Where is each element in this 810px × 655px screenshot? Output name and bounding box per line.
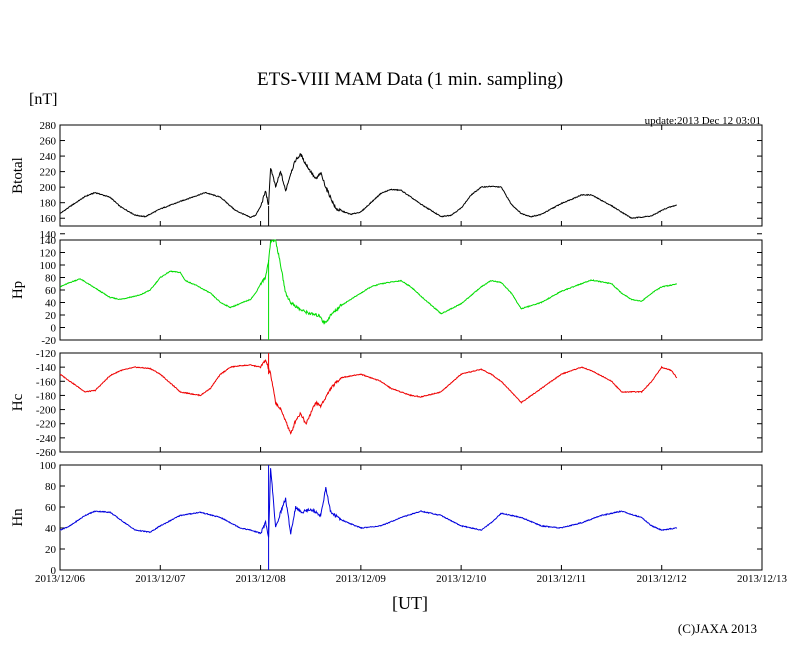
- y-tick-label: -240: [36, 433, 57, 445]
- y-tick-label: -20: [41, 335, 56, 347]
- y-tick-label: 0: [51, 323, 57, 335]
- y-tick-label: 80: [45, 481, 57, 493]
- panel-frame: [59, 464, 763, 571]
- y-tick-label: -180: [36, 390, 57, 402]
- x-tick-label: 2013/12/10: [436, 573, 487, 585]
- y-tick-label: -160: [36, 376, 57, 388]
- series-line-hn: [59, 468, 678, 538]
- y-tick-label: 100: [40, 260, 57, 272]
- panel-hc: -120 -140 -160 -180 -200 -220 -240 -260 Hc: [10, 348, 763, 459]
- update-timestamp: update:2013 Dec 12 03:01: [645, 115, 761, 127]
- x-axis: 2013/12/06 2013/12/07 2013/12/08 2013/12/09…: [35, 573, 788, 585]
- y-tick-label: 240: [40, 151, 57, 163]
- y-tick-label: 260: [40, 136, 57, 148]
- copyright-text: (C)JAXA 2013: [678, 621, 757, 636]
- y-axis-label: Hc: [10, 393, 26, 411]
- y-tick-label: 20: [45, 310, 57, 322]
- y-tick-label: 40: [45, 523, 57, 535]
- panel-frame: [59, 352, 763, 453]
- y-tick-label: 80: [45, 273, 57, 285]
- y-tick-label: 40: [45, 298, 57, 310]
- y-tick-label: 140: [40, 235, 57, 247]
- y-tick-label: 140: [40, 229, 57, 241]
- series-line-hc: [59, 359, 678, 435]
- y-axis-label: Hn: [10, 508, 26, 527]
- y-axis-label: Btotal: [10, 157, 26, 194]
- y-tick-label: -220: [36, 419, 57, 431]
- y-tick-label: -140: [36, 362, 57, 374]
- y-axis-label: Hp: [10, 281, 26, 299]
- y-tick-label: 100: [40, 460, 57, 472]
- panel-hn: 100 80 60 40 20 0 Hn: [10, 460, 763, 577]
- x-tick-label: 2013/12/06: [35, 573, 86, 585]
- x-tick-label: 2013/12/09: [336, 573, 387, 585]
- y-tick-label: 280: [40, 120, 57, 132]
- unit-label: [nT]: [29, 91, 57, 108]
- x-tick-label: 2013/12/07: [135, 573, 186, 585]
- chart-title: ETS-VIII MAM Data (1 min. sampling): [257, 69, 563, 90]
- y-tick-label: 120: [40, 248, 57, 260]
- x-tick-label: 2013/12/11: [537, 573, 587, 585]
- y-tick-label: 180: [40, 198, 57, 210]
- panels-group: 280260240220200180160140Btotal1401201008…: [10, 120, 763, 577]
- x-tick-label: 2013/12/12: [637, 573, 687, 585]
- y-tick-label: 20: [45, 544, 57, 556]
- y-tick-label: 200: [40, 182, 57, 194]
- series-line-btotal: [59, 152, 677, 220]
- y-tick-label: 60: [45, 285, 57, 297]
- y-tick-label: 160: [40, 213, 57, 225]
- x-axis-label: [UT]: [392, 593, 428, 613]
- series-line-hp: [59, 239, 678, 325]
- y-tick-label: 220: [40, 167, 57, 179]
- y-tick-label: -260: [36, 447, 57, 459]
- y-tick-label: -200: [36, 405, 57, 417]
- x-tick-label: 2013/12/13: [737, 573, 788, 585]
- y-tick-label: 0: [51, 565, 57, 577]
- panel-btotal: 280 260 240 220 200 180 160 140 Btotal: [10, 120, 763, 241]
- y-tick-label: -120: [36, 348, 57, 360]
- x-tick-label: 2013/12/08: [236, 573, 287, 585]
- y-tick-label: 60: [45, 502, 57, 514]
- panel-frame: [59, 124, 763, 227]
